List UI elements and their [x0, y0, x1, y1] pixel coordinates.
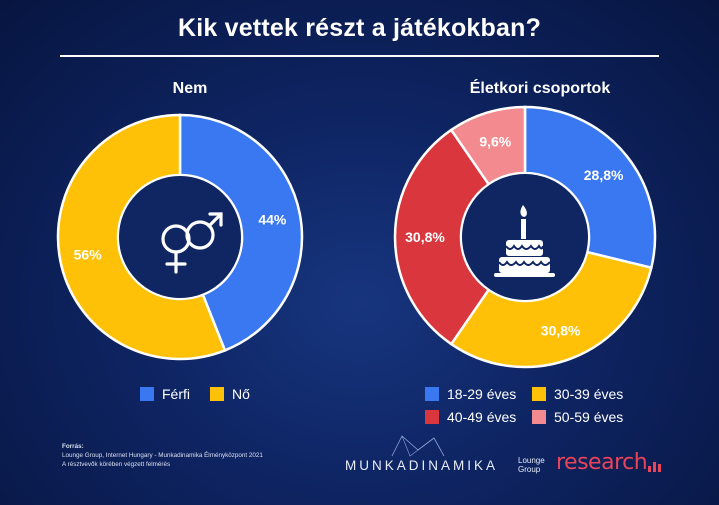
legend-swatch-ferfi: [140, 387, 154, 401]
source-note: Forrás: Lounge Group, Internet Hungary -…: [62, 442, 263, 469]
slice-label-0-1: 56%: [74, 247, 103, 263]
legend-label-30-39: 30-39 éves: [554, 386, 624, 402]
birthday-cake-icon: [494, 205, 555, 277]
legend-swatch-18-29: [425, 387, 439, 401]
legend-swatch-no: [210, 387, 224, 401]
munkadinamika-logo-mark: [391, 435, 445, 457]
title-divider: [60, 55, 659, 57]
source-text: Lounge Group, Internet Hungary - Munkadi…: [62, 452, 263, 459]
legend-swatch-50-59: [532, 410, 546, 424]
legend-label-18-29: 18-29 éves: [447, 386, 517, 402]
legend-swatch-40-49: [425, 410, 439, 424]
source-subtext: A résztvevők körében végzett felmérés: [62, 461, 171, 468]
research-bars-icon: [648, 462, 661, 472]
slice-label-0-0: 44%: [258, 211, 287, 227]
slice-1-1: [449, 250, 653, 369]
slice-label-1-1: 30,8%: [541, 322, 581, 338]
legend-label-40-49: 40-49 éves: [447, 409, 517, 425]
chart-title-gender: Nem: [172, 80, 208, 97]
legend-label-50-59: 50-59 éves: [554, 409, 624, 425]
page-title: Kik vettek részt a játékokban?: [177, 14, 542, 42]
slice-label-1-0: 28,8%: [584, 167, 624, 183]
legend-swatch-30-39: [532, 387, 546, 401]
slice-label-1-2: 30,8%: [405, 229, 445, 245]
slice-0-0: [178, 113, 304, 353]
slice-1-2: [393, 128, 491, 346]
munkadinamika-logo: MUNKADINAMIKA: [345, 458, 499, 473]
group-text: Group: [518, 465, 541, 474]
gender-icon: [161, 212, 223, 274]
legend-label-ferfi: Férfi: [162, 386, 190, 402]
legend-item-40-49: 40-49 éves: [425, 409, 516, 425]
slice-0-1: [56, 113, 227, 361]
source-label: Forrás:: [62, 443, 84, 450]
lounge-group-logo: Lounge Group: [518, 456, 545, 474]
research-logo: research: [556, 450, 648, 475]
chart-title-age: Életkori csoportok: [469, 80, 611, 97]
slice-1-0: [523, 105, 657, 270]
legend-label-no: Nő: [232, 386, 250, 402]
lounge-text: Lounge: [518, 456, 545, 465]
slice-1-3: [449, 105, 527, 187]
legend-item-18-29: 18-29 éves: [425, 386, 516, 402]
donut-gender: 44% 56%: [56, 113, 304, 361]
legend-item-50-59: 50-59 éves: [532, 409, 623, 425]
legend-item-ferfi: Férfi: [140, 386, 190, 402]
legend-item-no: Nő: [210, 386, 250, 402]
legend-item-30-39: 30-39 éves: [532, 386, 623, 402]
slice-label-1-3: 9,6%: [479, 134, 511, 150]
donut-hole-0: [119, 176, 241, 298]
